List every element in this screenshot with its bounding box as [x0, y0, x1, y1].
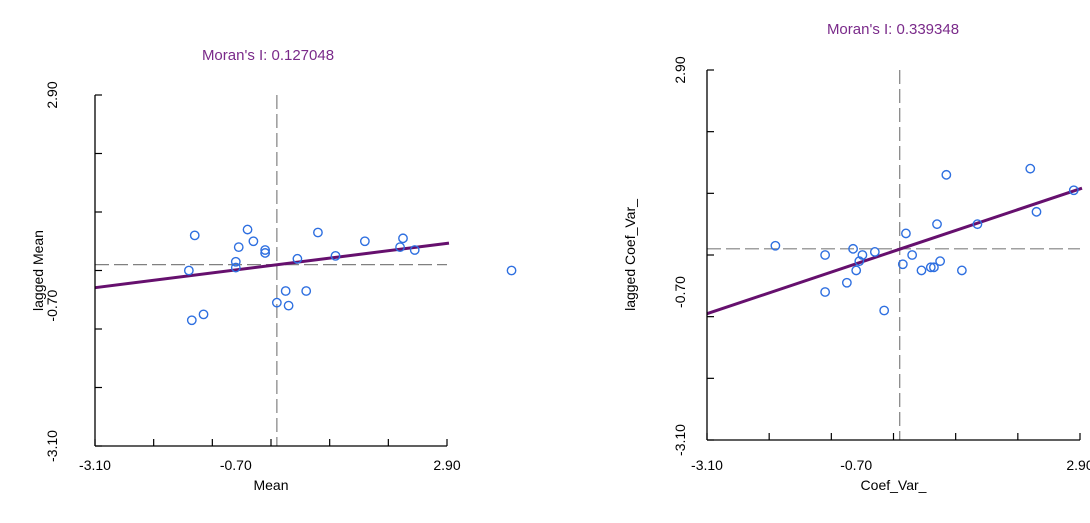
x-tick-label: -0.70 — [840, 457, 872, 473]
y-tick-label: -3.10 — [672, 424, 688, 456]
data-point — [841, 277, 852, 288]
data-point — [301, 286, 312, 296]
x-axis-label: Mean — [253, 477, 288, 493]
x-tick-label: 2.90 — [433, 457, 460, 473]
data-point — [398, 233, 408, 244]
data-point — [857, 250, 868, 260]
data-point — [198, 309, 209, 320]
y-axis-label: lagged Coef_Var_ — [622, 199, 638, 311]
chart-title: Moran's I: 0.339348 — [827, 21, 959, 38]
data-point — [848, 243, 858, 254]
data-point — [1068, 185, 1079, 196]
data-point — [820, 287, 831, 297]
chart-1: Moran's I: 0.127048 -3.10 -0.70 2.90 -3.10 -0… — [30, 47, 517, 493]
data-point — [230, 262, 241, 273]
y-tick-label: 2.90 — [44, 81, 60, 108]
data-point — [907, 250, 918, 260]
data-point — [230, 256, 241, 267]
data-point — [941, 169, 952, 180]
x-tick-label: -0.70 — [220, 457, 252, 473]
data-point — [916, 265, 927, 276]
data-point — [820, 250, 831, 260]
data-point — [851, 265, 862, 276]
x-tick-label: -3.10 — [691, 457, 723, 473]
data-point — [271, 297, 282, 308]
chart-title: Moran's I: 0.127048 — [202, 47, 334, 64]
data-point — [283, 300, 294, 311]
data-point — [897, 259, 908, 270]
data-point — [260, 245, 271, 255]
data-point — [932, 219, 942, 230]
y-axis-label: lagged Mean — [30, 230, 46, 311]
data-point — [233, 242, 244, 253]
y-tick-label: -0.70 — [44, 289, 60, 321]
data-point — [280, 286, 291, 296]
data-point — [248, 236, 259, 247]
data-point — [330, 250, 341, 261]
x-tick-label: 2.90 — [1066, 457, 1090, 473]
data-point — [409, 245, 420, 255]
data-point — [242, 224, 253, 235]
data-point — [395, 242, 405, 253]
data-point — [506, 265, 517, 276]
data-point — [956, 265, 967, 276]
data-point — [183, 265, 194, 276]
y-tick-label: -3.10 — [44, 430, 60, 462]
x-tick-label: -3.10 — [79, 457, 111, 473]
data-point — [359, 236, 370, 247]
data-point — [292, 253, 303, 264]
data-point — [186, 315, 197, 326]
data-point — [972, 219, 983, 230]
y-tick-label: 2.90 — [672, 56, 688, 83]
data-point — [313, 227, 323, 238]
data-point — [929, 262, 939, 273]
data-point — [901, 228, 911, 239]
y-tick-label: -0.70 — [672, 276, 688, 308]
data-point — [869, 247, 880, 257]
x-axis-label: Coef_Var_ — [861, 477, 927, 493]
data-point — [879, 305, 890, 316]
regression-line — [94, 241, 450, 290]
chart-2: Moran's I: 0.339348 -3.10 -0.70 2.90 -3.10 -0… — [622, 21, 1090, 493]
data-point — [1031, 206, 1042, 217]
data-point — [770, 240, 781, 251]
data-point — [1025, 163, 1036, 174]
data-point — [925, 262, 936, 273]
data-point — [935, 256, 946, 267]
regression-line — [706, 186, 1083, 316]
data-point — [189, 230, 200, 241]
data-point — [260, 248, 271, 258]
